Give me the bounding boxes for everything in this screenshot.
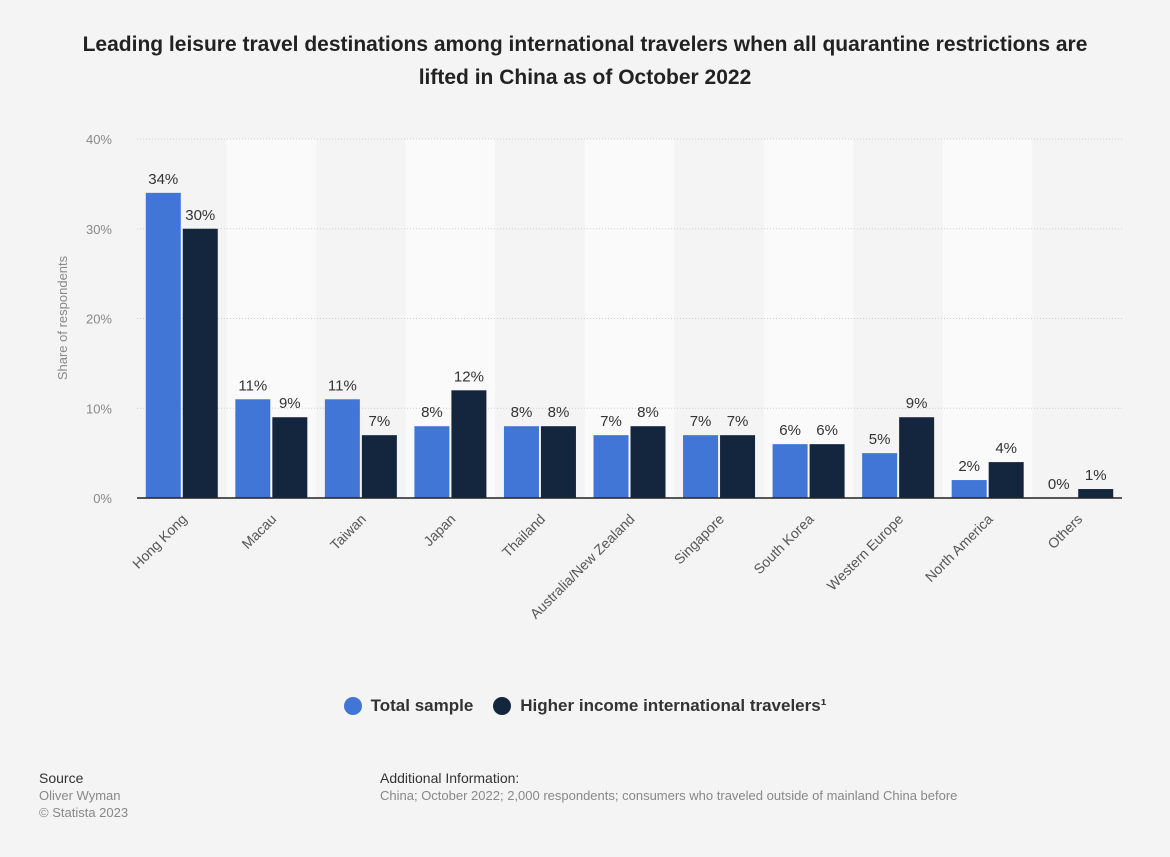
additional-info-block: Additional Information: China; October 2… — [380, 770, 957, 804]
bar — [145, 192, 181, 498]
chart-title: Leading leisure travel destinations amon… — [82, 33, 1088, 89]
x-tick-label: South Korea — [750, 511, 817, 578]
legend-item-total-sample[interactable]: Total sample — [343, 696, 474, 716]
data-label: 8% — [548, 404, 570, 421]
data-label: 7% — [369, 413, 391, 430]
bar — [414, 426, 450, 498]
bar — [772, 444, 808, 498]
data-label: 30% — [185, 207, 215, 224]
y-axis-label: Share of respondents — [55, 255, 70, 380]
data-label: 8% — [421, 404, 443, 421]
data-label: 2% — [958, 458, 980, 475]
bar — [1078, 489, 1114, 498]
legend-swatch-icon — [493, 697, 512, 715]
data-label: 6% — [779, 422, 801, 439]
source-text[interactable]: Oliver Wyman — [39, 788, 121, 803]
bar — [862, 453, 898, 498]
x-tick-label: Japan — [420, 511, 458, 549]
bar — [540, 426, 576, 498]
column-band — [763, 139, 854, 498]
copyright: © Statista 2023 — [39, 805, 129, 820]
source-block: Source Oliver Wyman © Statista 2023 — [39, 770, 128, 821]
data-label: 4% — [995, 440, 1017, 457]
bar — [593, 435, 629, 498]
bar — [720, 435, 756, 498]
legend-label: Higher income international travelers¹ — [520, 696, 827, 715]
data-label: 8% — [637, 404, 659, 421]
bar — [272, 417, 308, 498]
bar — [630, 426, 666, 498]
x-tick-label: North America — [922, 511, 996, 585]
bar — [951, 480, 987, 498]
data-label: 7% — [600, 413, 622, 430]
bar — [361, 435, 397, 498]
legend-swatch-icon — [343, 697, 362, 715]
bar — [235, 399, 271, 498]
y-tick-label: 10% — [86, 401, 112, 416]
data-label: 1% — [1085, 467, 1107, 484]
data-label: 5% — [869, 431, 891, 448]
data-label: 9% — [279, 395, 301, 412]
source-heading: Source — [39, 770, 84, 786]
x-tick-label: Thailand — [499, 511, 548, 560]
x-tick-label: Australia/New Zealand — [527, 511, 638, 622]
bar — [809, 444, 845, 498]
column-band — [942, 139, 1033, 498]
legend-item-higher-income[interactable]: Higher income international travelers¹ — [493, 696, 826, 716]
x-tick-label: Hong Kong — [129, 511, 190, 572]
data-label: 7% — [690, 413, 712, 430]
bar — [451, 390, 487, 498]
x-tick-label: Macau — [238, 511, 279, 552]
x-tick-label: Singapore — [671, 511, 728, 568]
x-tick-label: Others — [1044, 511, 1085, 552]
bar — [182, 228, 218, 498]
x-tick-label: Taiwan — [327, 511, 369, 553]
y-tick-label: 30% — [86, 222, 112, 237]
additional-info-heading: Additional Information: — [380, 770, 520, 786]
bar — [899, 417, 935, 498]
data-label: 12% — [454, 368, 484, 385]
legend-label: Total sample — [370, 696, 474, 715]
data-label: 7% — [727, 413, 749, 430]
x-tick-label: Western Europe — [824, 511, 907, 594]
data-label: 6% — [816, 422, 838, 439]
y-tick-label: 40% — [86, 132, 112, 147]
data-label: 8% — [511, 404, 533, 421]
data-label: 0% — [1048, 476, 1070, 493]
data-label: 11% — [328, 377, 357, 394]
bar — [324, 399, 360, 498]
data-label: 11% — [238, 377, 267, 394]
data-label: 9% — [906, 395, 928, 412]
bar — [988, 462, 1024, 498]
bar-chart: 0% 10% 20% 30% 40% Share of respondents 34% 30%… — [55, 132, 1122, 622]
bar — [503, 426, 539, 498]
y-tick-label: 20% — [86, 312, 112, 327]
additional-info-text: China; October 2022; 2,000 respondents; … — [380, 788, 958, 803]
data-label: 34% — [148, 171, 178, 188]
y-tick-label: 0% — [93, 491, 112, 506]
legend: Total sample Higher income international… — [0, 696, 1170, 716]
bar — [683, 435, 719, 498]
